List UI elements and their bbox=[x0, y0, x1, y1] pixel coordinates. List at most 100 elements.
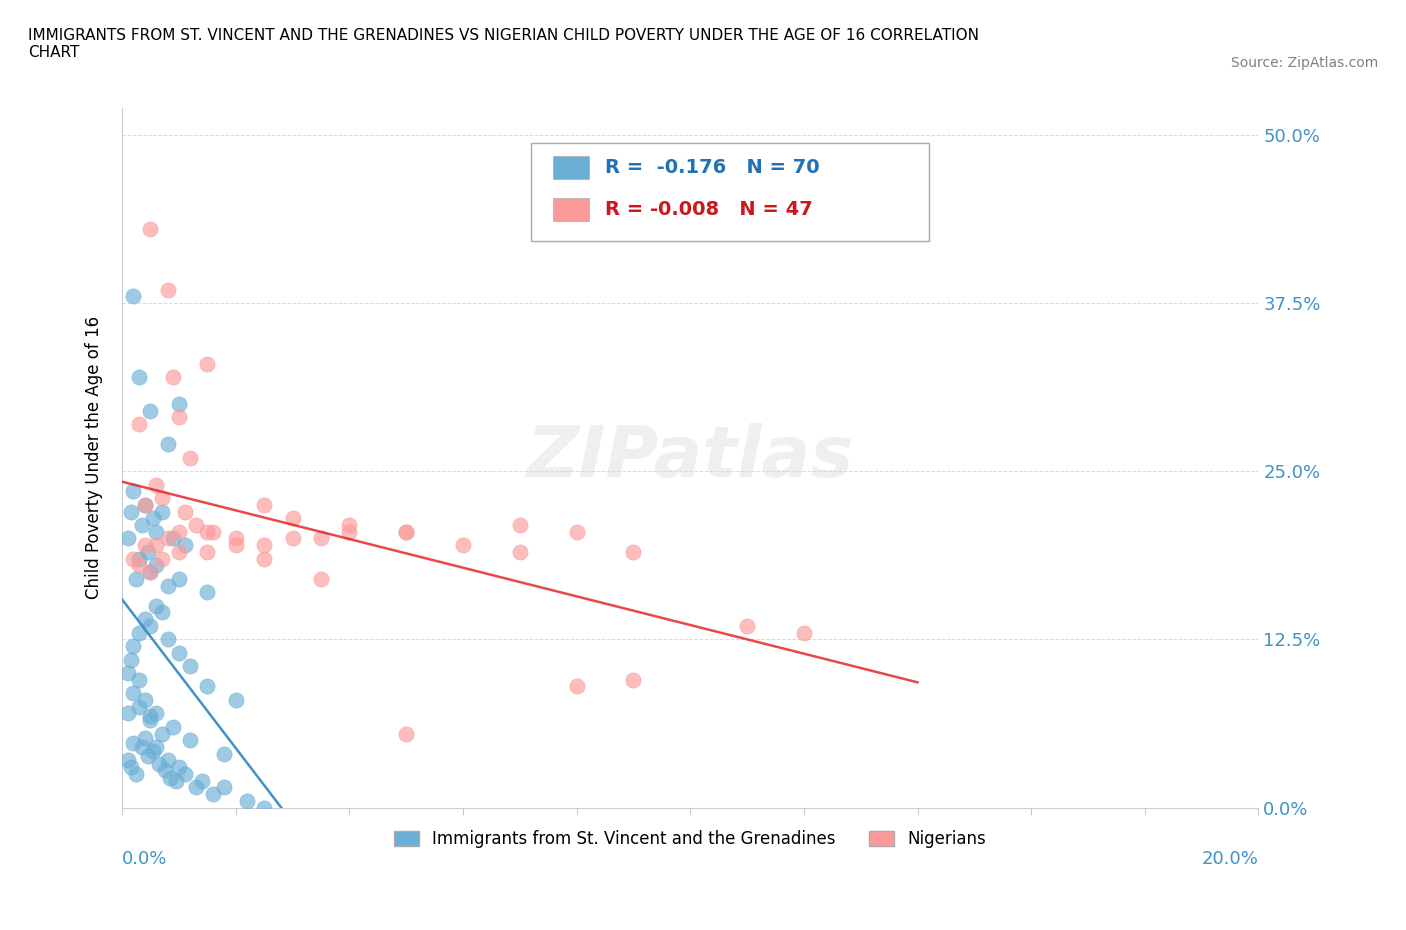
Legend: Immigrants from St. Vincent and the Grenadines, Nigerians: Immigrants from St. Vincent and the Gren… bbox=[388, 824, 993, 856]
Point bbox=[565, 525, 588, 539]
Point bbox=[162, 531, 184, 546]
Point bbox=[139, 565, 162, 579]
Point bbox=[281, 531, 304, 546]
Point bbox=[142, 744, 165, 759]
Point bbox=[509, 544, 531, 559]
Point bbox=[165, 773, 187, 788]
Point bbox=[156, 578, 179, 593]
Point bbox=[142, 511, 165, 525]
Point bbox=[195, 585, 218, 600]
FancyBboxPatch shape bbox=[531, 143, 929, 241]
Point bbox=[195, 679, 218, 694]
Point bbox=[128, 558, 150, 573]
Point bbox=[145, 477, 167, 492]
Point bbox=[162, 720, 184, 735]
Point bbox=[139, 618, 162, 633]
Point bbox=[509, 518, 531, 533]
Point bbox=[451, 538, 474, 552]
Point bbox=[136, 749, 159, 764]
Point bbox=[156, 531, 179, 546]
Point bbox=[122, 551, 145, 566]
FancyBboxPatch shape bbox=[553, 198, 589, 220]
Point bbox=[395, 726, 418, 741]
Point bbox=[214, 780, 236, 795]
Point bbox=[337, 518, 360, 533]
Point bbox=[120, 652, 142, 667]
Y-axis label: Child Poverty Under the Age of 16: Child Poverty Under the Age of 16 bbox=[86, 316, 103, 599]
Point bbox=[167, 544, 190, 559]
Point bbox=[201, 787, 224, 802]
Point bbox=[131, 739, 153, 754]
Point bbox=[145, 558, 167, 573]
Point bbox=[117, 753, 139, 768]
Point bbox=[156, 632, 179, 647]
Point bbox=[225, 531, 247, 546]
Point bbox=[134, 538, 156, 552]
Point bbox=[153, 763, 176, 777]
Point bbox=[145, 706, 167, 721]
Point bbox=[167, 396, 190, 411]
Point bbox=[253, 800, 276, 815]
Point bbox=[128, 369, 150, 384]
Point bbox=[253, 538, 276, 552]
Point bbox=[134, 730, 156, 745]
Point bbox=[623, 672, 645, 687]
Point bbox=[173, 766, 195, 781]
Point bbox=[117, 531, 139, 546]
Text: Source: ZipAtlas.com: Source: ZipAtlas.com bbox=[1230, 56, 1378, 70]
Point bbox=[167, 645, 190, 660]
Point bbox=[337, 525, 360, 539]
Point bbox=[184, 780, 207, 795]
Point bbox=[214, 746, 236, 761]
Point bbox=[309, 531, 332, 546]
Point bbox=[179, 733, 201, 748]
Point bbox=[128, 551, 150, 566]
Point bbox=[184, 518, 207, 533]
Point bbox=[150, 605, 173, 620]
Point bbox=[167, 525, 190, 539]
Point bbox=[179, 658, 201, 673]
Point bbox=[735, 618, 758, 633]
Point bbox=[145, 538, 167, 552]
Text: ZIPatlas: ZIPatlas bbox=[527, 423, 853, 492]
Text: R =  -0.176   N = 70: R = -0.176 N = 70 bbox=[605, 158, 820, 177]
Point bbox=[167, 410, 190, 425]
Point bbox=[793, 625, 815, 640]
Point bbox=[120, 504, 142, 519]
Point bbox=[150, 504, 173, 519]
Point bbox=[156, 753, 179, 768]
Point bbox=[122, 736, 145, 751]
Point bbox=[195, 525, 218, 539]
Point bbox=[131, 518, 153, 533]
Point bbox=[120, 760, 142, 775]
Point bbox=[139, 404, 162, 418]
Point bbox=[173, 538, 195, 552]
Point bbox=[395, 525, 418, 539]
Point bbox=[117, 706, 139, 721]
Point bbox=[117, 666, 139, 681]
Point bbox=[139, 565, 162, 579]
Point bbox=[128, 672, 150, 687]
Text: 20.0%: 20.0% bbox=[1202, 849, 1258, 868]
Point bbox=[139, 712, 162, 727]
Point bbox=[125, 766, 148, 781]
Point bbox=[134, 498, 156, 512]
Point bbox=[128, 699, 150, 714]
Point bbox=[128, 417, 150, 432]
Point bbox=[281, 511, 304, 525]
Point bbox=[195, 356, 218, 371]
Point bbox=[134, 498, 156, 512]
Point bbox=[201, 525, 224, 539]
Point bbox=[167, 571, 190, 586]
Point bbox=[150, 491, 173, 506]
Point bbox=[167, 760, 190, 775]
Point bbox=[145, 525, 167, 539]
Point bbox=[225, 538, 247, 552]
Point bbox=[236, 793, 259, 808]
Point bbox=[139, 709, 162, 724]
Point bbox=[623, 544, 645, 559]
Point bbox=[225, 693, 247, 708]
Point bbox=[156, 282, 179, 297]
Point bbox=[173, 504, 195, 519]
Point bbox=[150, 551, 173, 566]
